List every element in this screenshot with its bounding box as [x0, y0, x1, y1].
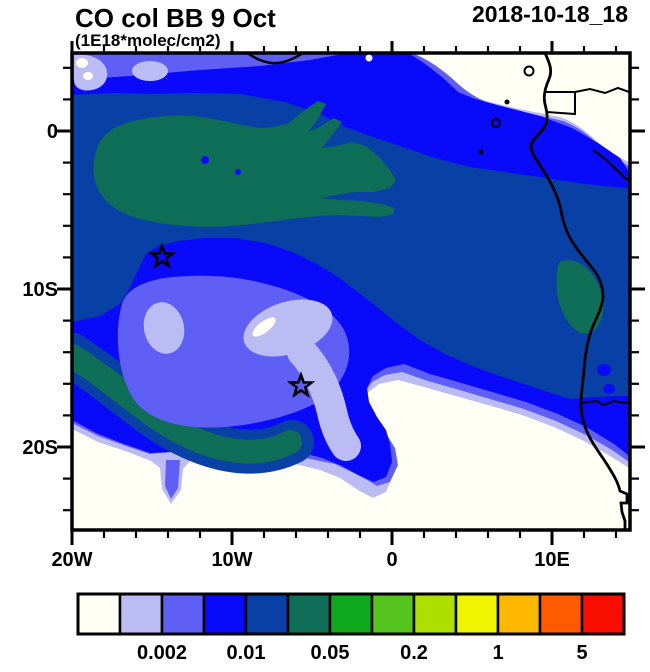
annobon-island — [478, 149, 484, 155]
contour-arc-teal — [72, 344, 302, 464]
contour-field — [72, 53, 630, 530]
country-border-cameroon — [574, 86, 630, 95]
y-tick-label-20s: 20S — [22, 437, 58, 459]
colorbar-label-005: 0.05 — [311, 642, 350, 664]
land-blue-spot — [603, 384, 615, 394]
star-marker-st-helena — [286, 371, 316, 399]
plume-blue-speck — [201, 156, 209, 164]
country-border-congo — [592, 149, 630, 183]
corner-white-fleck — [83, 72, 93, 80]
gulf-of-guinea-north-coast — [246, 53, 304, 65]
eye-lavender-band-se — [287, 337, 361, 461]
y-tick-label-0: 0 — [47, 121, 58, 143]
colorbar-label-1: 1 — [492, 642, 503, 664]
x-tick-label-0: 0 — [386, 549, 397, 571]
colorbar-cell — [328, 592, 374, 636]
colorbar-cell — [160, 592, 206, 636]
colorbar-label-5: 5 — [576, 642, 587, 664]
plot-datetime: 2018-10-18_18 — [472, 1, 628, 27]
colorbar-frame — [76, 592, 626, 636]
y-tick-label-10s: 10S — [22, 279, 58, 301]
coastline-group — [246, 53, 630, 530]
axis-ticks — [57, 41, 645, 545]
station-markers — [147, 242, 316, 399]
colorbar-cell — [202, 592, 248, 636]
plot-title: CO col BB 9 Oct — [75, 3, 276, 33]
plume-blue-speck — [235, 169, 241, 175]
colorbar-cell — [538, 592, 584, 636]
corner-lavender-patch — [132, 61, 168, 81]
map-frame — [70, 51, 632, 532]
colorbar-cell — [244, 592, 290, 636]
colorbar-label-0002: 0.002 — [137, 642, 187, 664]
contour-coastal-teal — [556, 260, 604, 334]
x-tick-label-20w: 20W — [51, 549, 92, 571]
x-tick-label-10e: 10E — [534, 549, 570, 571]
colorbar-cells — [76, 592, 626, 636]
sao-tome-island — [491, 118, 501, 128]
principe-island — [504, 99, 510, 105]
colorbar-cell — [76, 592, 122, 636]
eye-lavender-patch-left — [143, 302, 185, 354]
colorbar-cell — [412, 592, 458, 636]
colorbar-label-02: 0.2 — [400, 642, 428, 664]
country-border-eq-guinea — [545, 91, 576, 116]
country-border-angola-namibia — [580, 399, 630, 407]
x-tick-label-10w: 10W — [211, 549, 252, 571]
colorbar-cell — [580, 592, 626, 636]
colorbar-cell — [118, 592, 164, 636]
colorbar-cell — [370, 592, 416, 636]
colorbar-label-001: 0.01 — [227, 642, 266, 664]
star-marker-ascension — [147, 242, 177, 270]
colorbar-cell — [496, 592, 542, 636]
top-white-dot — [365, 54, 373, 62]
colorbar-cell — [454, 592, 500, 636]
land-blue-spot — [597, 364, 611, 376]
colorbar-cell — [286, 592, 332, 636]
contour-plume-teal — [93, 101, 396, 227]
contour-violet-tail — [165, 460, 180, 499]
plot-units-subtitle: (1E18*molec/cm2) — [75, 31, 221, 50]
eye-white-sliver — [252, 317, 276, 337]
corner-white-fleck — [76, 58, 88, 68]
bioko-island — [523, 65, 535, 77]
africa-coastline — [529, 53, 629, 530]
